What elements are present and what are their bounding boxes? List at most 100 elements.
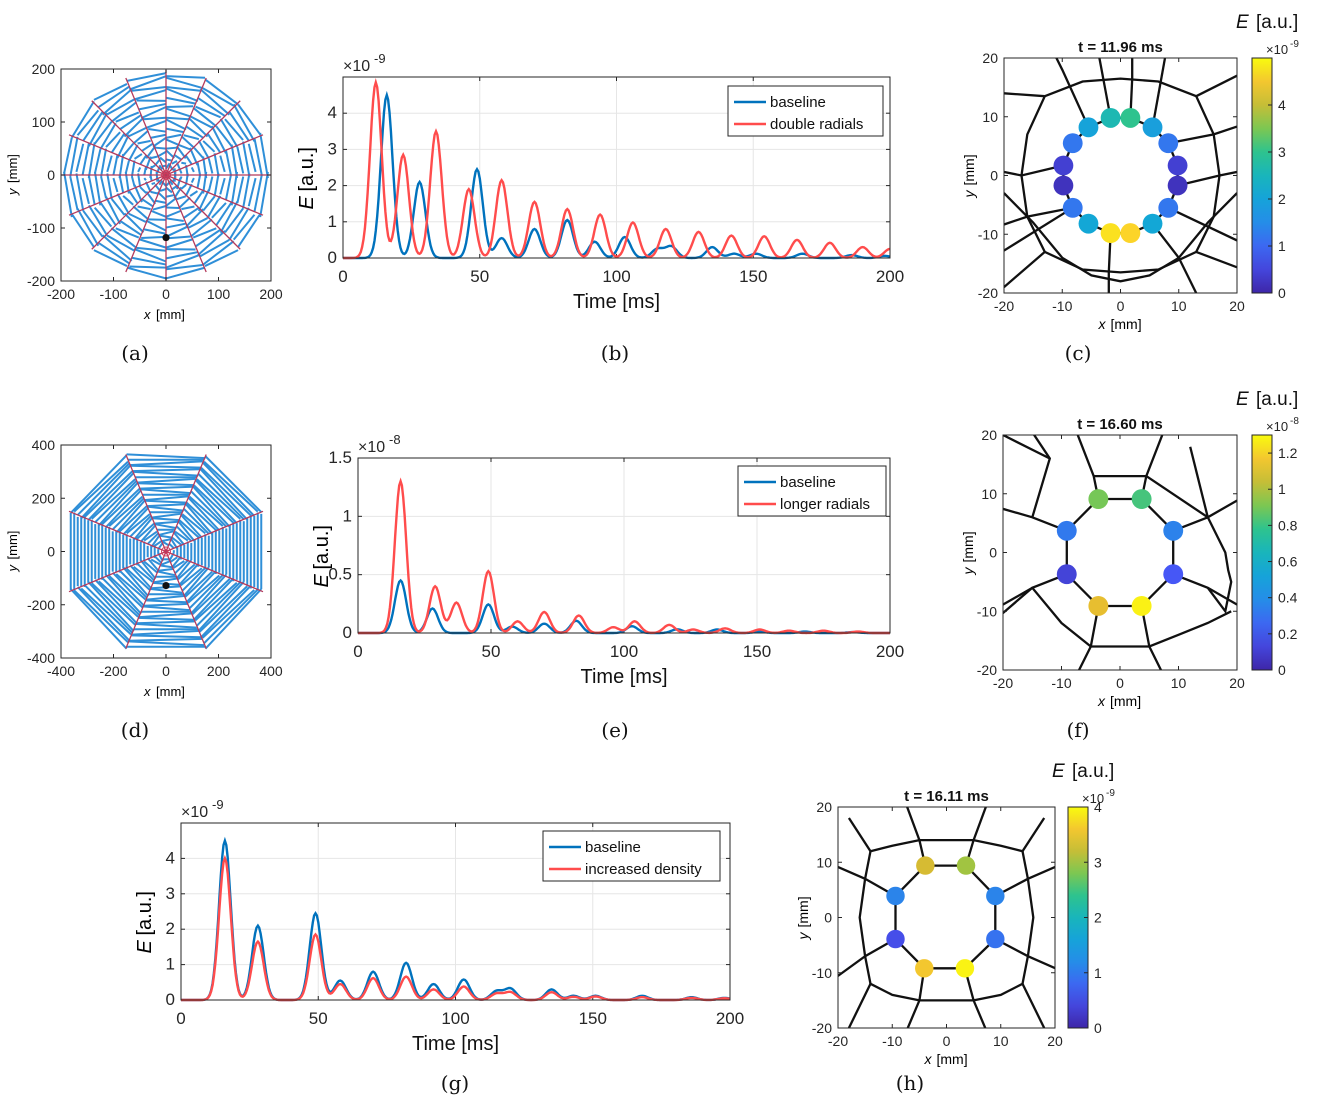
network-thread [1003, 435, 1051, 460]
web-spiral-segment [165, 107, 192, 118]
legend-box [737, 465, 887, 517]
web-spiral-segment [202, 87, 235, 107]
network-thread [1168, 125, 1237, 145]
web-spiral-segment [129, 564, 152, 589]
web-spiral-segment [151, 181, 156, 185]
web-spiral-segment [183, 508, 210, 535]
web-spiral-segment [188, 217, 208, 229]
y-tick-label: 2 [328, 176, 337, 195]
web-spiral-segment [175, 559, 193, 580]
web-spiral-segment [174, 559, 189, 575]
legend-label: baseline [780, 474, 836, 491]
x-tick-label: -10 [1052, 298, 1072, 314]
x-axis-unit: [mm] [1111, 316, 1142, 332]
legend-label: baseline [770, 94, 826, 111]
colorbar-tick-label: 0.4 [1278, 590, 1298, 606]
web-spiral-segment [143, 495, 189, 502]
web-spiral-segment [168, 179, 174, 186]
web-spiral-segment [192, 227, 217, 239]
web-spiral-segment [131, 85, 167, 92]
web-radial [68, 174, 167, 216]
web-spiral-segment [195, 228, 222, 248]
plot-frame [342, 76, 891, 259]
web-spiral-segment [247, 143, 257, 173]
y-tick-label: 10 [981, 486, 997, 502]
colorbar-exponent-base: ×10 [1266, 42, 1288, 57]
x-tick-label: 150 [739, 267, 767, 286]
colorbar-tick-label: 3 [1278, 144, 1286, 160]
web-spiral-segment [207, 176, 214, 192]
node-marker [1056, 520, 1077, 541]
web-spiral-segment [190, 573, 228, 615]
web-spiral-segment [136, 477, 196, 484]
exponent-power: -9 [212, 797, 224, 812]
web-spiral-segment [140, 106, 167, 120]
web-spiral-segment [165, 209, 182, 218]
web-spiral-segment [82, 210, 104, 238]
x-tick-label: 100 [610, 642, 638, 661]
x-tick-label: 150 [579, 1009, 607, 1028]
web-spiral-segment [228, 111, 250, 142]
web-spiral-segment [133, 565, 154, 583]
web-radial [125, 551, 167, 649]
node-marker [886, 929, 905, 949]
web-spiral-segment [145, 219, 167, 232]
web-spiral-segment [100, 176, 108, 199]
network-thread [1151, 58, 1167, 128]
web-spiral-segment [190, 218, 213, 238]
web-spiral-segment [139, 186, 147, 194]
web-spiral-segment [193, 147, 204, 159]
x-axis-var: x [143, 684, 151, 699]
y-axis-unit: [mm] [795, 896, 811, 927]
web-spiral-segment [182, 566, 210, 597]
web-spiral-segment [195, 105, 222, 119]
web-spiral-segment [187, 116, 209, 138]
web-spiral-segment [153, 555, 163, 564]
web-spiral-segment [138, 616, 194, 621]
web-spiral-segment [224, 118, 244, 141]
web-spiral-segment [232, 214, 256, 241]
web-spiral-segment [98, 580, 139, 618]
web-spiral-segment [150, 155, 158, 160]
web-spiral-segment [101, 577, 141, 616]
x-axis-var: x [1097, 693, 1106, 709]
web-spiral-segment [180, 514, 203, 539]
x-tick-label: 10 [1171, 675, 1187, 691]
panel-label-e: (e) [601, 718, 628, 742]
web-spiral-segment [139, 612, 193, 619]
y-axis-var: E [311, 574, 333, 588]
y-tick-label: 20 [981, 427, 997, 443]
web-spiral-segment [143, 560, 158, 574]
web-spiral-segment [106, 98, 135, 116]
y-axis-unit: [a.u.] [134, 891, 156, 935]
web-spiral-segment [165, 133, 182, 139]
web-spiral-segment [177, 563, 196, 581]
web-spiral-segment [190, 177, 195, 184]
web-spiral-segment [99, 122, 117, 150]
web-spiral-segment [108, 575, 144, 609]
web-spiral-segment [146, 532, 160, 545]
y-tick-label: 2 [166, 919, 175, 938]
colorbar-tick-label: 0 [1094, 1020, 1102, 1036]
web-spiral-segment [165, 87, 199, 102]
web-spiral-segment [136, 562, 155, 582]
web-spiral-segment [93, 121, 113, 145]
web-spiral-segment [230, 144, 239, 179]
web-panel-d: -400 -200 0 200 400 400 200 0 -200 -400 y [mm] x [mm] [5, 437, 283, 699]
web-spiral-segment [145, 119, 167, 129]
node-marker [1053, 175, 1074, 196]
web-spiral-segment [81, 177, 90, 205]
y-tick-label: -200 [27, 597, 55, 613]
web-spiral-segment [75, 143, 85, 173]
exponent-power: -8 [389, 432, 401, 447]
web-spiral-segment [203, 460, 259, 513]
y-tick-label: 1 [343, 506, 352, 525]
web-spiral-segment [180, 567, 203, 587]
web-spiral-segment [143, 602, 189, 607]
web-spiral-segment [165, 186, 173, 194]
network-thread [1189, 446, 1209, 518]
web-spiral-segment [132, 205, 149, 221]
panel-label-a: (a) [121, 341, 149, 365]
legend-box [727, 85, 884, 137]
web-spiral-segment [126, 567, 151, 591]
